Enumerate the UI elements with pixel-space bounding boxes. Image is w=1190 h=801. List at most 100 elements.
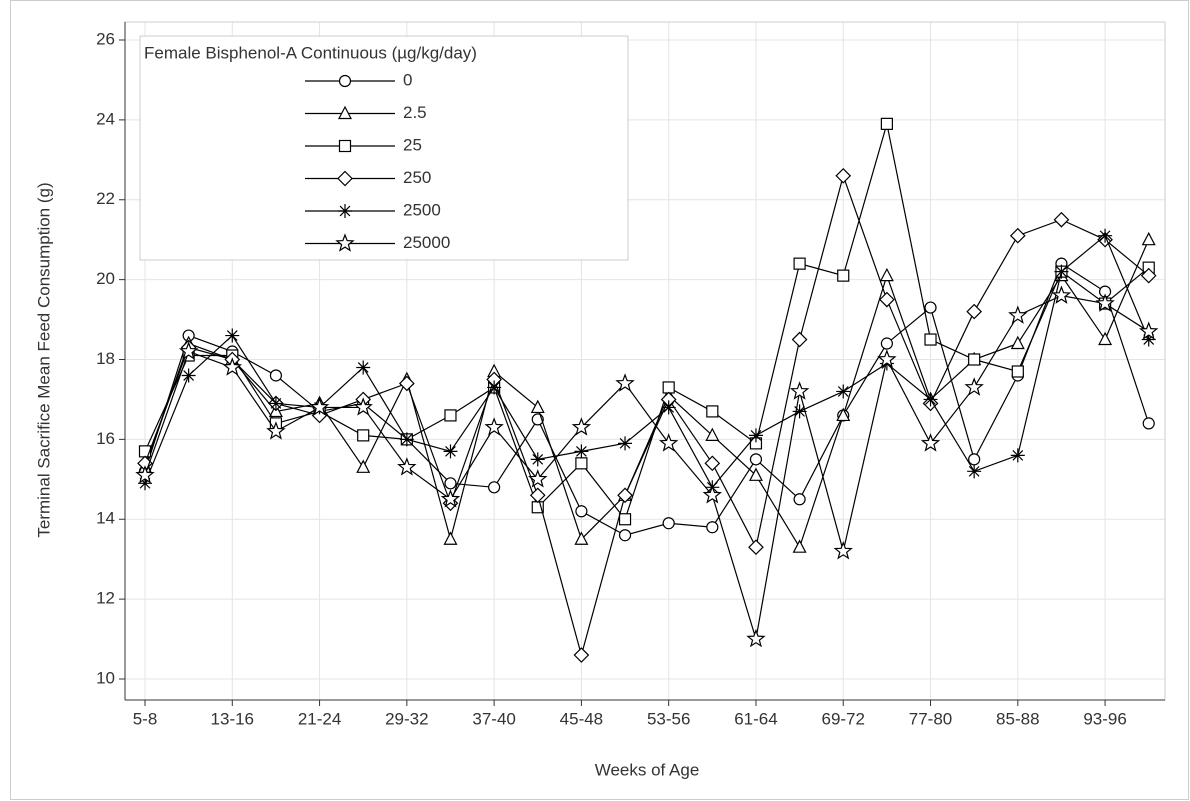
data-point bbox=[1010, 448, 1025, 463]
data-point bbox=[135, 465, 155, 484]
data-point bbox=[1054, 264, 1069, 279]
data-point bbox=[879, 267, 894, 282]
data-point bbox=[1008, 305, 1028, 324]
legend-label: 25 bbox=[403, 135, 422, 154]
y-tick-label: 12 bbox=[96, 589, 115, 608]
data-point bbox=[444, 477, 457, 490]
data-point bbox=[529, 487, 546, 504]
x-tick-label: 69-72 bbox=[821, 709, 864, 728]
data-point bbox=[1098, 331, 1113, 346]
series-line bbox=[144, 234, 1150, 489]
data-point bbox=[1141, 332, 1156, 347]
data-point bbox=[791, 331, 808, 348]
data-point bbox=[440, 489, 461, 508]
x-tick-label: 29-32 bbox=[385, 709, 428, 728]
legend-title: Female Bisphenol-A Continuous (µg/kg/day… bbox=[144, 43, 477, 62]
data-point bbox=[836, 384, 851, 399]
data-point bbox=[1095, 293, 1115, 312]
data-point bbox=[748, 428, 763, 443]
x-tick-label: 13-16 bbox=[211, 709, 254, 728]
x-tick-label: 37-40 bbox=[472, 709, 515, 728]
data-point bbox=[357, 429, 370, 442]
data-point bbox=[706, 405, 719, 418]
y-tick-label: 22 bbox=[96, 189, 115, 208]
legend-label: 0 bbox=[403, 70, 412, 89]
y-tick-label: 18 bbox=[96, 349, 115, 368]
data-point bbox=[1053, 211, 1070, 228]
data-point bbox=[1010, 335, 1025, 350]
data-point bbox=[574, 531, 589, 545]
legend-marker bbox=[338, 105, 352, 120]
series-line bbox=[144, 173, 1150, 658]
data-point bbox=[1011, 365, 1024, 378]
data-point bbox=[222, 357, 242, 376]
data-point bbox=[356, 459, 371, 473]
data-point bbox=[530, 399, 545, 414]
data-point bbox=[966, 303, 983, 320]
data-point bbox=[964, 377, 984, 396]
x-tick-label: 93-96 bbox=[1083, 709, 1126, 728]
x-tick-label: 61-64 bbox=[734, 709, 777, 728]
data-point bbox=[138, 445, 152, 458]
legend-label: 2.5 bbox=[403, 103, 427, 122]
data-point bbox=[968, 453, 981, 466]
legend-marker bbox=[337, 170, 353, 187]
data-point bbox=[1140, 267, 1157, 284]
data-point bbox=[793, 493, 806, 506]
x-tick-label: 21-24 bbox=[298, 709, 341, 728]
data-point bbox=[833, 541, 853, 560]
data-point bbox=[967, 464, 982, 479]
data-point bbox=[571, 417, 592, 436]
data-point bbox=[792, 539, 807, 553]
data-point bbox=[835, 167, 852, 184]
legend-label: 25000 bbox=[403, 233, 450, 252]
data-point bbox=[443, 531, 458, 545]
series-line bbox=[144, 294, 1150, 640]
data-point bbox=[573, 647, 590, 663]
x-tick-label: 53-56 bbox=[647, 709, 690, 728]
data-point bbox=[575, 457, 588, 470]
x-axis-title: Weeks of Age bbox=[595, 760, 700, 779]
data-point bbox=[353, 397, 373, 416]
data-point bbox=[397, 457, 417, 476]
data-point bbox=[923, 392, 938, 407]
data-point bbox=[615, 373, 635, 392]
data-point bbox=[1098, 228, 1113, 243]
data-point bbox=[1139, 321, 1159, 340]
data-point bbox=[178, 341, 199, 360]
data-point bbox=[705, 427, 720, 441]
y-tick-label: 14 bbox=[96, 509, 115, 528]
data-point bbox=[356, 360, 371, 375]
legend-label: 250 bbox=[403, 168, 431, 187]
legend-marker bbox=[335, 233, 355, 252]
data-point bbox=[924, 301, 937, 314]
data-point bbox=[618, 436, 633, 451]
data-point bbox=[399, 432, 414, 447]
data-point bbox=[1051, 285, 1072, 304]
y-tick-label: 24 bbox=[96, 109, 115, 128]
data-point bbox=[528, 469, 548, 488]
legend-marker bbox=[338, 74, 352, 88]
data-point bbox=[618, 529, 632, 542]
data-point bbox=[1142, 417, 1155, 430]
data-point bbox=[181, 368, 196, 383]
x-tick-label: 85-88 bbox=[996, 709, 1039, 728]
data-point bbox=[877, 349, 897, 368]
data-point bbox=[658, 433, 679, 452]
legend-label: 2500 bbox=[403, 200, 441, 219]
data-point bbox=[792, 404, 807, 419]
data-point bbox=[746, 628, 766, 648]
data-point bbox=[749, 453, 763, 466]
outer-border bbox=[10, 0, 1189, 800]
y-tick-label: 26 bbox=[96, 29, 115, 48]
data-point bbox=[662, 381, 675, 394]
data-point bbox=[789, 381, 810, 400]
legend-marker bbox=[338, 204, 352, 218]
data-point bbox=[924, 333, 937, 346]
data-point bbox=[879, 291, 895, 308]
data-point bbox=[968, 353, 981, 366]
data-point bbox=[1009, 227, 1026, 244]
x-tick-label: 5-8 bbox=[133, 709, 158, 728]
data-point bbox=[793, 257, 806, 270]
